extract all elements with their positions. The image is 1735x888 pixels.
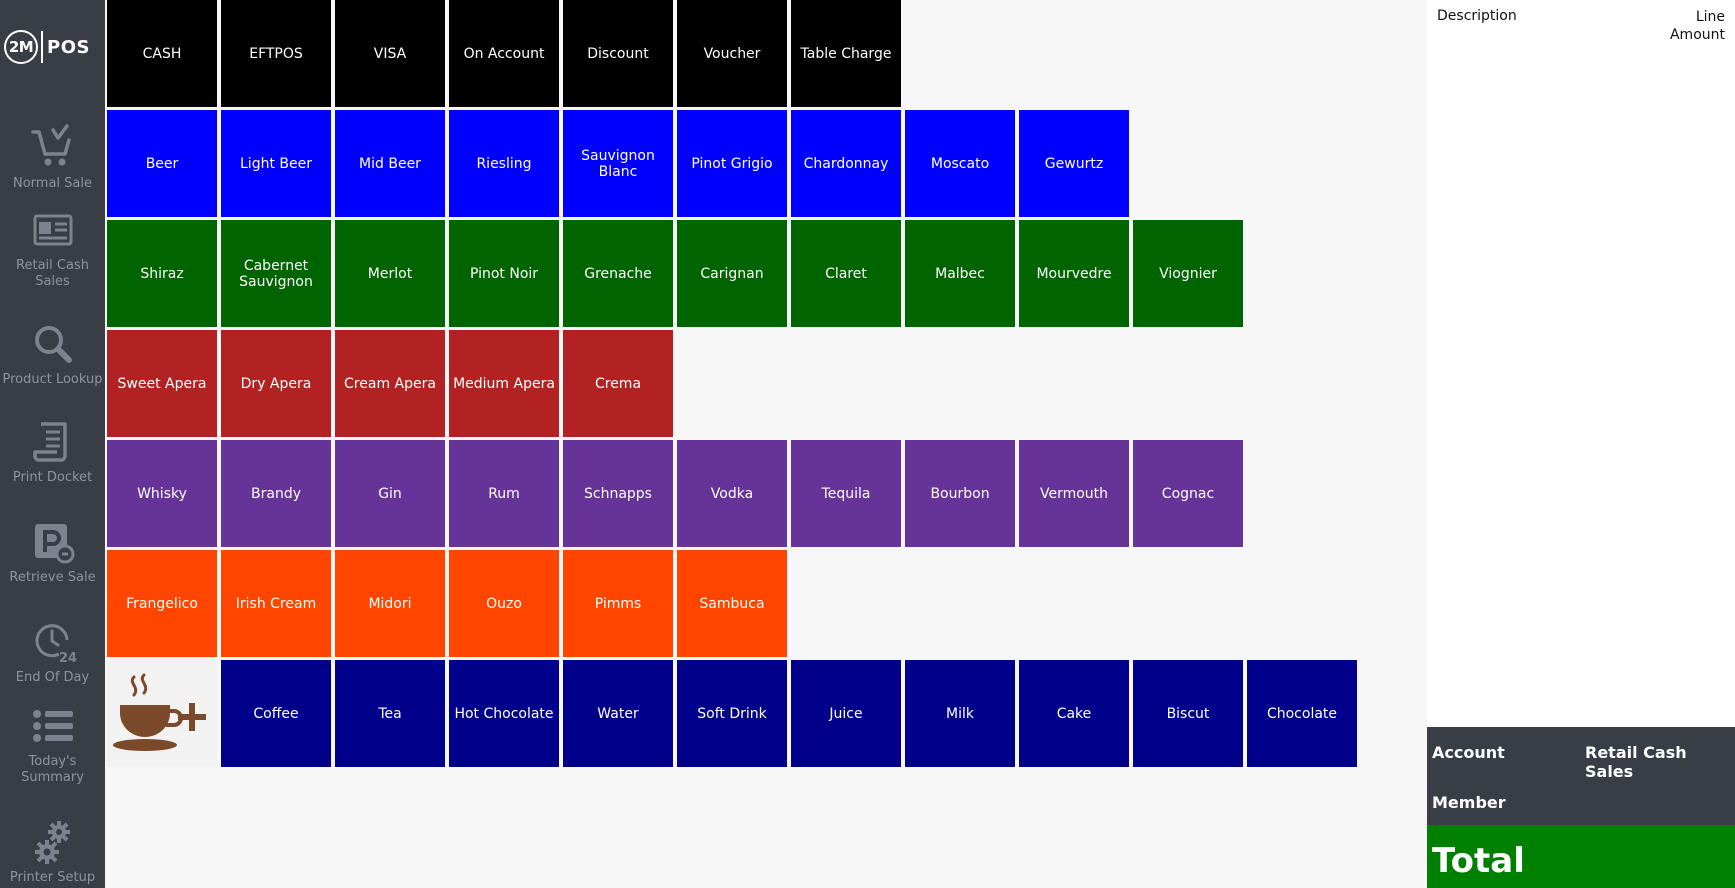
app-logo: 2M POS	[4, 28, 101, 66]
receipt-panel: Description Line Amount	[1427, 0, 1735, 727]
product-tile-riesling[interactable]: Riesling	[449, 110, 559, 217]
product-tile-malbec[interactable]: Malbec	[905, 220, 1015, 327]
svg-text:24: 24	[59, 651, 77, 666]
product-tile-sambuca[interactable]: Sambuca	[677, 550, 787, 657]
product-tile-mid-beer[interactable]: Mid Beer	[335, 110, 445, 217]
total-panel: Total	[1427, 825, 1735, 888]
product-tile-medium-apera[interactable]: Medium Apera	[449, 330, 559, 437]
product-tile-soft-drink[interactable]: Soft Drink	[677, 660, 787, 767]
product-tile-cream-apera[interactable]: Cream Apera	[335, 330, 445, 437]
scroll-icon	[29, 418, 77, 466]
logo-divider	[41, 31, 43, 63]
sidebar-item-retail-cash-sales[interactable]: Retail Cash Sales	[0, 194, 105, 290]
logo-text: POS	[47, 36, 90, 58]
product-tile-cognac[interactable]: Cognac	[1133, 440, 1243, 547]
sidebar-item-product-lookup[interactable]: Product Lookup	[0, 292, 105, 388]
member-label[interactable]: Member	[1432, 793, 1506, 812]
product-tile-pinot-grigio[interactable]: Pinot Grigio	[677, 110, 787, 217]
product-tile-carignan[interactable]: Carignan	[677, 220, 787, 327]
product-tile-shiraz[interactable]: Shiraz	[107, 220, 217, 327]
product-tile-eftpos[interactable]: EFTPOS	[221, 0, 331, 107]
product-tile-beer[interactable]: Beer	[107, 110, 217, 217]
product-tile-hot-chocolate[interactable]: Hot Chocolate	[449, 660, 559, 767]
product-tile-cake[interactable]: Cake	[1019, 660, 1129, 767]
product-tile-frangelico[interactable]: Frangelico	[107, 550, 217, 657]
product-tile-visa[interactable]: VISA	[335, 0, 445, 107]
search-icon	[29, 320, 77, 368]
account-panel: Account Retail Cash Sales Member	[1427, 727, 1735, 825]
sidebar-item-end-of-day[interactable]: 24 End Of Day	[0, 590, 105, 686]
sidebar: 2M POS Normal Sale Retail Cash Sales Produ…	[0, 0, 105, 888]
product-tile-on-account[interactable]: On Account	[449, 0, 559, 107]
id-card-icon	[29, 206, 77, 254]
line-amount-header: Line Amount	[1669, 9, 1725, 43]
sidebar-item-printer-setup[interactable]: Printer Setup	[0, 790, 105, 886]
product-tile-rum[interactable]: Rum	[449, 440, 559, 547]
description-header: Description	[1437, 8, 1517, 24]
product-tile-bourbon[interactable]: Bourbon	[905, 440, 1015, 547]
product-tile-cash[interactable]: CASH	[107, 0, 217, 107]
product-tile-chardonnay[interactable]: Chardonnay	[791, 110, 901, 217]
product-tile-grenache[interactable]: Grenache	[563, 220, 673, 327]
product-tile-discount[interactable]: Discount	[563, 0, 673, 107]
sidebar-item-normal-sale[interactable]: Normal Sale	[0, 96, 105, 192]
product-tile-irish-cream[interactable]: Irish Cream	[221, 550, 331, 657]
product-tile-midori[interactable]: Midori	[335, 550, 445, 657]
product-tile-brandy[interactable]: Brandy	[221, 440, 331, 547]
product-tile-gewurtz[interactable]: Gewurtz	[1019, 110, 1129, 217]
product-tile-vodka[interactable]: Vodka	[677, 440, 787, 547]
product-tile-chocolate[interactable]: Chocolate	[1247, 660, 1357, 767]
product-tile-tea[interactable]: Tea	[335, 660, 445, 767]
sidebar-item-print-docket[interactable]: Print Docket	[0, 390, 105, 486]
product-tile-whisky[interactable]: Whisky	[107, 440, 217, 547]
total-label: Total	[1432, 841, 1525, 881]
list-icon	[29, 702, 77, 750]
sidebar-item-label: Product Lookup	[2, 372, 103, 387]
product-tile-sauvignon-blanc[interactable]: Sauvignon Blanc	[563, 110, 673, 217]
product-tile-merlot[interactable]: Merlot	[335, 220, 445, 327]
product-tile-water[interactable]: Water	[563, 660, 673, 767]
product-tile-moscato[interactable]: Moscato	[905, 110, 1015, 217]
product-tile-table-charge[interactable]: Table Charge	[791, 0, 901, 107]
product-tile-pimms[interactable]: Pimms	[563, 550, 673, 657]
account-label: Account	[1432, 743, 1505, 762]
product-tile-claret[interactable]: Claret	[791, 220, 901, 327]
product-tile-tequila[interactable]: Tequila	[791, 440, 901, 547]
sidebar-item-today-s-summary[interactable]: Today's Summary	[0, 690, 105, 786]
product-tile-ouzo[interactable]: Ouzo	[449, 550, 559, 657]
sidebar-item-label: Today's Summary	[21, 754, 84, 785]
product-tile-dry-apera[interactable]: Dry Apera	[221, 330, 331, 437]
sidebar-item-label: Print Docket	[12, 470, 93, 485]
cart-icon	[29, 124, 77, 172]
clock-24-icon: 24	[29, 618, 77, 666]
product-tile-biscut[interactable]: Biscut	[1133, 660, 1243, 767]
sidebar-item-label: End Of Day	[15, 670, 90, 685]
product-tile-crema[interactable]: Crema	[563, 330, 673, 437]
product-tile-schnapps[interactable]: Schnapps	[563, 440, 673, 547]
gears-icon	[29, 818, 77, 866]
sidebar-item-label: Retrieve Sale	[9, 570, 96, 585]
product-tile-cabernet-sauvignon[interactable]: Cabernet Sauvignon	[221, 220, 331, 327]
coffee-add-icon[interactable]	[107, 660, 217, 767]
sidebar-item-label: Normal Sale	[13, 176, 92, 191]
product-tile-light-beer[interactable]: Light Beer	[221, 110, 331, 217]
product-tile-juice[interactable]: Juice	[791, 660, 901, 767]
product-tile-milk[interactable]: Milk	[905, 660, 1015, 767]
parking-icon	[29, 518, 77, 566]
logo-mark: 2M	[4, 30, 38, 64]
account-value[interactable]: Retail Cash Sales	[1585, 743, 1687, 781]
product-tile-sweet-apera[interactable]: Sweet Apera	[107, 330, 217, 437]
product-tile-mourvedre[interactable]: Mourvedre	[1019, 220, 1129, 327]
sidebar-item-label: Printer Setup	[9, 870, 96, 885]
product-tile-vermouth[interactable]: Vermouth	[1019, 440, 1129, 547]
product-tile-viognier[interactable]: Viognier	[1133, 220, 1243, 327]
sidebar-item-retrieve-sale[interactable]: Retrieve Sale	[0, 490, 105, 586]
product-tile-pinot-noir[interactable]: Pinot Noir	[449, 220, 559, 327]
product-tile-gin[interactable]: Gin	[335, 440, 445, 547]
product-tile-coffee[interactable]: Coffee	[221, 660, 331, 767]
product-tile-voucher[interactable]: Voucher	[677, 0, 787, 107]
sidebar-item-label: Retail Cash Sales	[16, 258, 89, 289]
